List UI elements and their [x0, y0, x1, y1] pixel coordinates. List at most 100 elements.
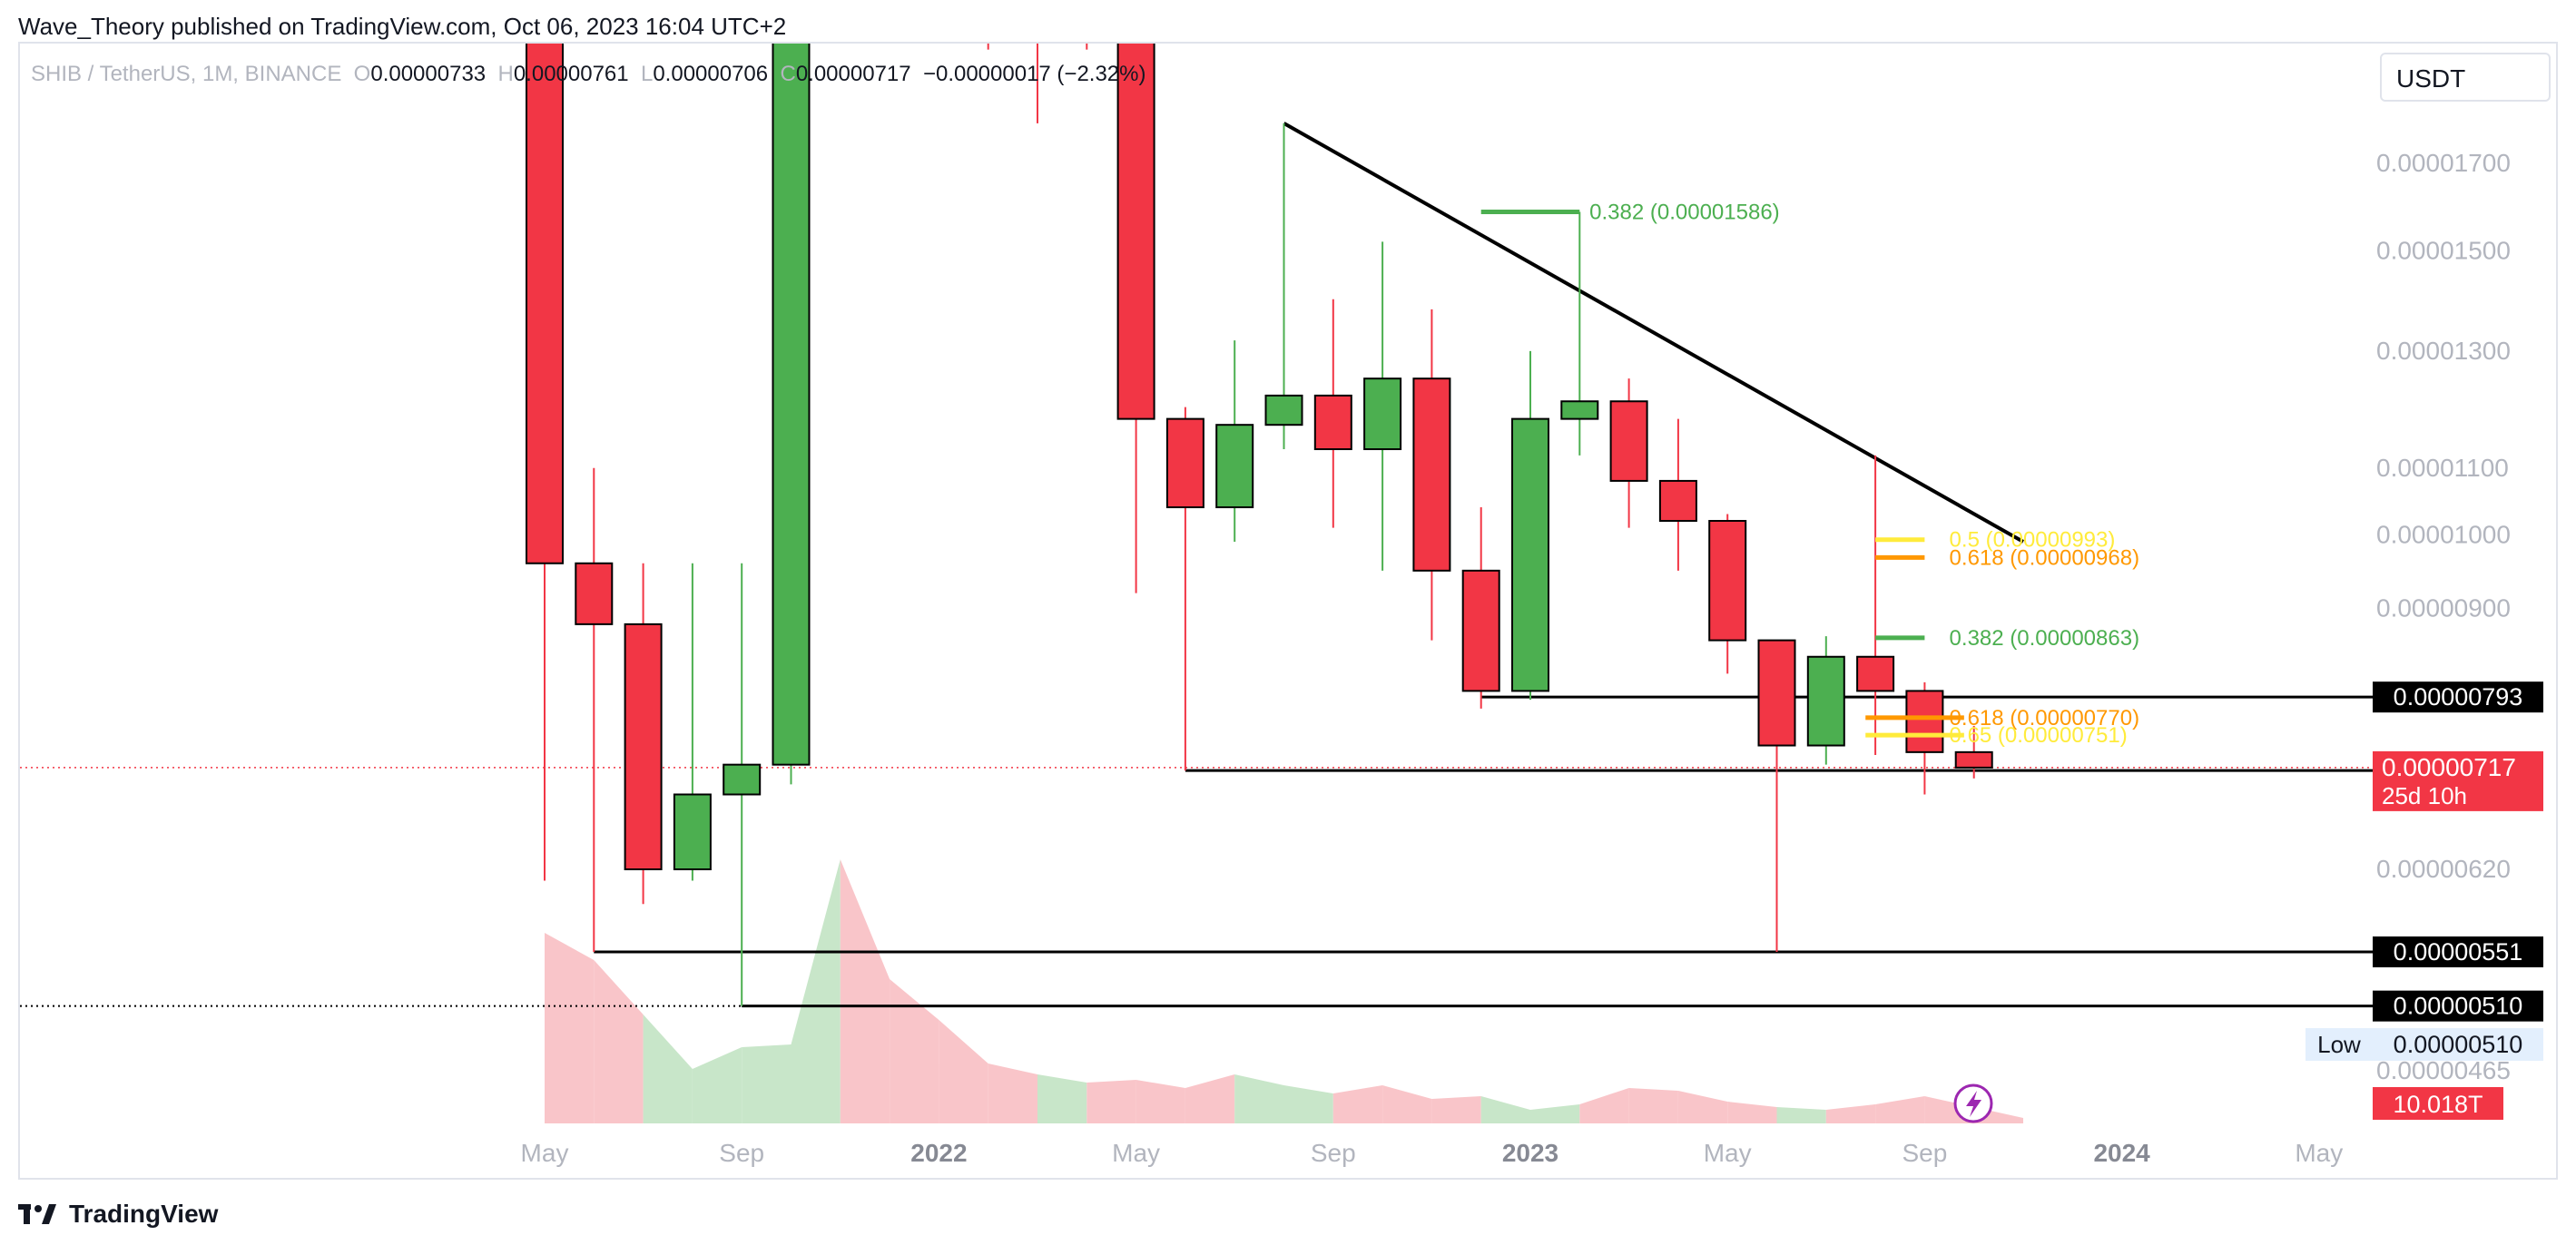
candle-body [1856, 655, 1895, 692]
candle-body [1757, 639, 1796, 747]
candle-body [1708, 520, 1747, 642]
volume-segment [791, 859, 841, 1123]
candle-body [1560, 400, 1599, 420]
time-tick-label: May [521, 1139, 569, 1167]
legend-high-key: H [497, 62, 514, 86]
time-tick-label: 2022 [910, 1139, 967, 1167]
volume-area [545, 859, 2023, 1123]
candle-body [526, 44, 564, 564]
price-tick-label: 0.00000465 [2376, 1056, 2511, 1084]
volume-segment [692, 1047, 742, 1123]
volume-segment [1727, 1102, 1777, 1123]
volume-segment [1086, 1080, 1136, 1123]
legend-open-value: 0.00000733 [370, 62, 487, 86]
symbol-name: SHIB / TetherUS, 1M, BINANCE [31, 62, 342, 86]
lightning-icon [1953, 1083, 1993, 1123]
price-tick-label: 0.00001500 [2376, 237, 2511, 265]
fib-level-label: 0.618 (0.00000770) [1950, 706, 2140, 730]
publish-info: Wave_Theory published on TradingView.com… [18, 13, 787, 40]
trendline [1283, 122, 2024, 544]
volume-segment [1480, 1096, 1530, 1123]
time-tick-label: 2024 [2093, 1139, 2150, 1167]
volume-segment [1037, 1074, 1087, 1123]
volume-segment [1234, 1074, 1284, 1123]
volume-segment [594, 960, 644, 1123]
chart-frame[interactable]: 0.382 (0.00001586) 0.5 (0.00000993) 0.618 … [18, 42, 2558, 1180]
time-tick-label: May [1112, 1139, 1160, 1167]
candle-body [772, 44, 811, 766]
level-price-tag [2373, 936, 2543, 968]
volume-segment [742, 1044, 791, 1123]
low-key-tag [2306, 1028, 2373, 1061]
candle-body [673, 793, 712, 870]
candle-body [1363, 377, 1402, 451]
level-price-label: 0.00000510 [2394, 993, 2523, 1020]
volume-segment [840, 859, 890, 1123]
level-price-tag [2373, 990, 2543, 1022]
time-axis[interactable]: May Sep 2022 May Sep 2023 May Sep 2024 May [521, 1083, 2344, 1167]
candle-body [1609, 400, 1648, 482]
volume-segment [545, 933, 595, 1123]
candle-body [1905, 690, 1944, 753]
legend-high-value: 0.00000761 [513, 62, 629, 86]
candle-body [1165, 417, 1204, 509]
candle-body [1215, 424, 1254, 509]
candle-body [575, 562, 614, 625]
candle-body [1313, 394, 1352, 451]
time-tick-label: Sep [719, 1139, 764, 1167]
candle-body [624, 622, 663, 870]
volume-segment [1875, 1096, 1925, 1123]
candles [526, 44, 1993, 1006]
level-price-label: 0.00000793 [2394, 683, 2523, 711]
price-tick-label: 0.00001000 [2376, 520, 2511, 548]
time-tick-label: May [1704, 1139, 1752, 1167]
volume-segment [1185, 1074, 1235, 1123]
time-tick-label: Sep [1311, 1139, 1356, 1167]
candle-body [1116, 44, 1155, 420]
candle-body [1264, 394, 1303, 426]
fib-level-label: 0.618 (0.00000968) [1950, 545, 2140, 570]
low-value-tag [2373, 1028, 2543, 1061]
time-tick-label: Sep [1902, 1139, 1947, 1167]
price-chart[interactable]: 0.382 (0.00001586)0.5 (0.00000993)0.618 … [20, 44, 2556, 1178]
candle-body [1412, 377, 1451, 572]
currency-button[interactable]: USDT [2380, 53, 2551, 102]
footer: TradingView [18, 1196, 218, 1232]
volume-segment [988, 1064, 1037, 1123]
low-key-label: Low [2317, 1031, 2361, 1058]
level-price-tag [2373, 681, 2543, 713]
time-tick-label: May [2295, 1139, 2343, 1167]
volume-segment [1530, 1104, 1580, 1123]
legend-close-value: 0.00000717 [795, 62, 911, 86]
volume-segment [1332, 1085, 1383, 1123]
legend-change: −0.00000017 (−2.32%) [922, 62, 1146, 86]
volume-segment [1431, 1096, 1481, 1123]
level-price-label: 0.00000551 [2394, 938, 2523, 966]
fib-level-label: 0.65 (0.00000751) [1950, 723, 2128, 748]
candle-body [1658, 479, 1697, 523]
candle-body [723, 763, 762, 796]
fib-levels: 0.382 (0.00001586)0.5 (0.00000993)0.618 … [1480, 201, 2140, 748]
volume-segment [1776, 1107, 1826, 1123]
fib-level-label: 0.382 (0.00000863) [1950, 626, 2140, 651]
legend-low-key: L [640, 62, 654, 86]
price-axis[interactable]: 0.000007930.000007140.000005510.00000510… [2306, 149, 2543, 1120]
volume-segment [890, 979, 939, 1123]
last-price-label: 0.00000717 [2382, 753, 2516, 781]
volume-segment [643, 1015, 693, 1123]
volume-segment [1579, 1088, 1629, 1123]
price-tick-label: 0.00001100 [2376, 454, 2509, 482]
candle-body [1806, 655, 1845, 747]
fib-level-label: 0.382 (0.00001586) [1589, 201, 1780, 225]
tradingview-logo-icon [18, 1204, 56, 1224]
volume-segment [1382, 1085, 1432, 1123]
price-tick-label: 0.00001300 [2376, 337, 2511, 365]
volume-label: 10.018T [2393, 1091, 2483, 1118]
volume-segment [1628, 1088, 1678, 1123]
candle-body [1954, 750, 1993, 769]
volume-tag [2373, 1087, 2503, 1120]
price-tick-label: 0.00001700 [2376, 149, 2511, 177]
volume-segment [939, 1020, 988, 1123]
price-tick-label: 0.00000900 [2376, 594, 2511, 622]
last-price-tag [2373, 750, 2543, 811]
